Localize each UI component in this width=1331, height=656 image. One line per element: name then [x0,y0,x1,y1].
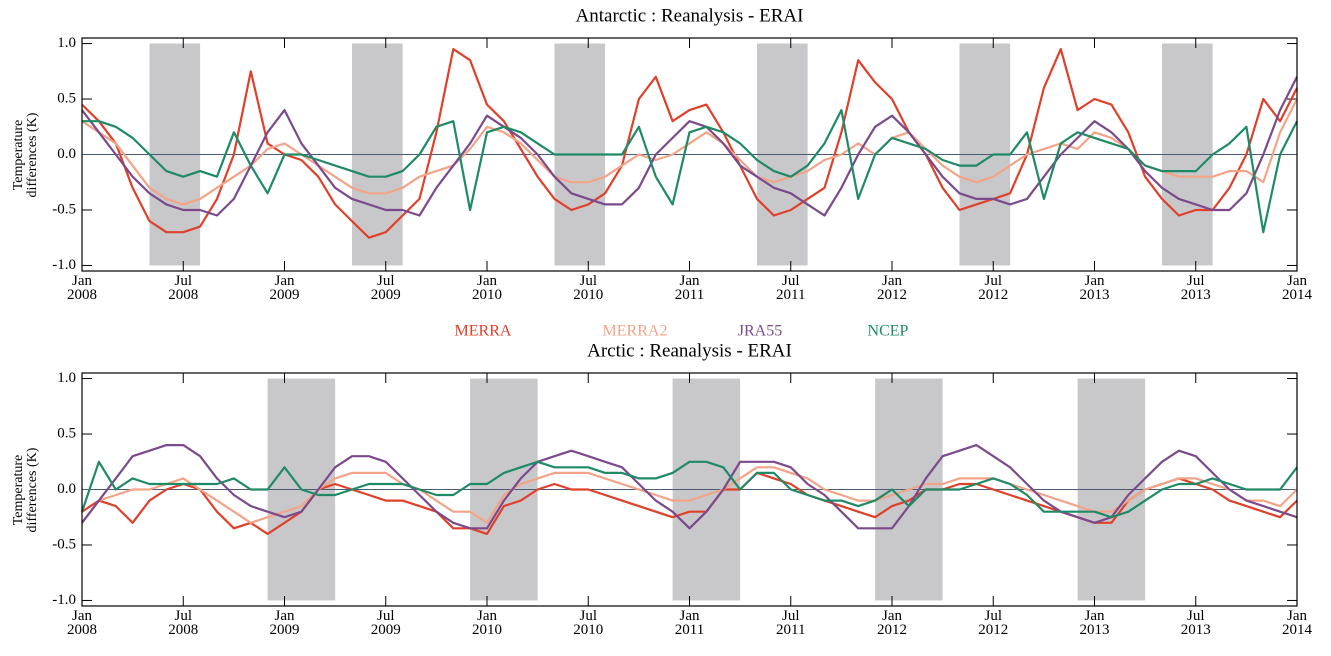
y-tick-label: 0.5 [57,425,76,441]
x-tick-label: Jan 2010 [472,273,502,303]
x-tick-label: Jul 2010 [573,608,604,638]
y-tick-label: -1.0 [52,257,76,273]
x-tick-label: Jan 2013 [1079,273,1110,303]
x-tick-label: Jul 2009 [370,273,401,303]
x-tick-label: Jan 2012 [877,608,907,638]
y-tick-label: 0.0 [57,146,76,162]
legend-entry: MERRA [455,323,512,340]
x-tick-label: Jul 2009 [370,608,401,638]
y-tick-label: -0.5 [52,201,76,217]
y-tick-label: 1.0 [57,370,76,386]
legend-entry: JRA55 [738,323,782,340]
x-tick-label: Jan 2014 [1282,608,1312,638]
x-tick-label: Jul 2010 [573,273,604,303]
x-tick-label: Jan 2008 [67,608,97,638]
chart-title: Arctic : Reanalysis - ERAI [587,340,792,361]
x-tick-label: Jan 2013 [1079,608,1110,638]
legend-entry: MERRA2 [603,323,668,340]
x-tick-label: Jan 2011 [674,273,705,303]
y-tick-label: 1.0 [57,35,76,51]
chart-title: Antarctic : Reanalysis - ERAI [576,5,804,26]
series-line [82,109,1298,234]
legend-entry: NCEP [868,323,909,340]
y-tick-label: 0.0 [57,481,76,497]
x-tick-label: Jul 2012 [978,273,1009,303]
series-line [80,460,1298,519]
plot-frame [81,372,1298,607]
y-tick-label: -1.0 [52,592,76,608]
x-tick-label: Jan 2009 [269,608,300,638]
x-tick-label: Jul 2013 [1180,273,1211,303]
x-tick-label: Jan 2009 [269,273,300,303]
series-line [81,98,1298,206]
x-tick-label: Jan 2008 [67,273,97,303]
x-tick-label: Jul 2008 [168,273,199,303]
y-tick-label: -0.5 [52,536,76,552]
x-tick-label: Jul 2008 [168,608,199,638]
x-tick-label: Jan 2010 [472,608,502,638]
x-tick-label: Jul 2011 [776,608,806,638]
y-tick-label: 0.5 [57,90,76,106]
x-tick-label: Jan 2012 [877,273,907,303]
y-axis-label: Temperature differences (K) [11,112,40,197]
x-tick-label: Jul 2012 [978,608,1009,638]
series-line [81,76,1298,217]
x-tick-label: Jul 2011 [776,273,806,303]
plot-frame [81,37,1298,272]
x-tick-label: Jan 2014 [1282,273,1312,303]
y-axis-label: Temperature differences (K) [11,447,40,532]
x-tick-label: Jul 2013 [1180,608,1211,638]
x-tick-label: Jan 2011 [674,608,705,638]
series-line [81,444,1298,530]
